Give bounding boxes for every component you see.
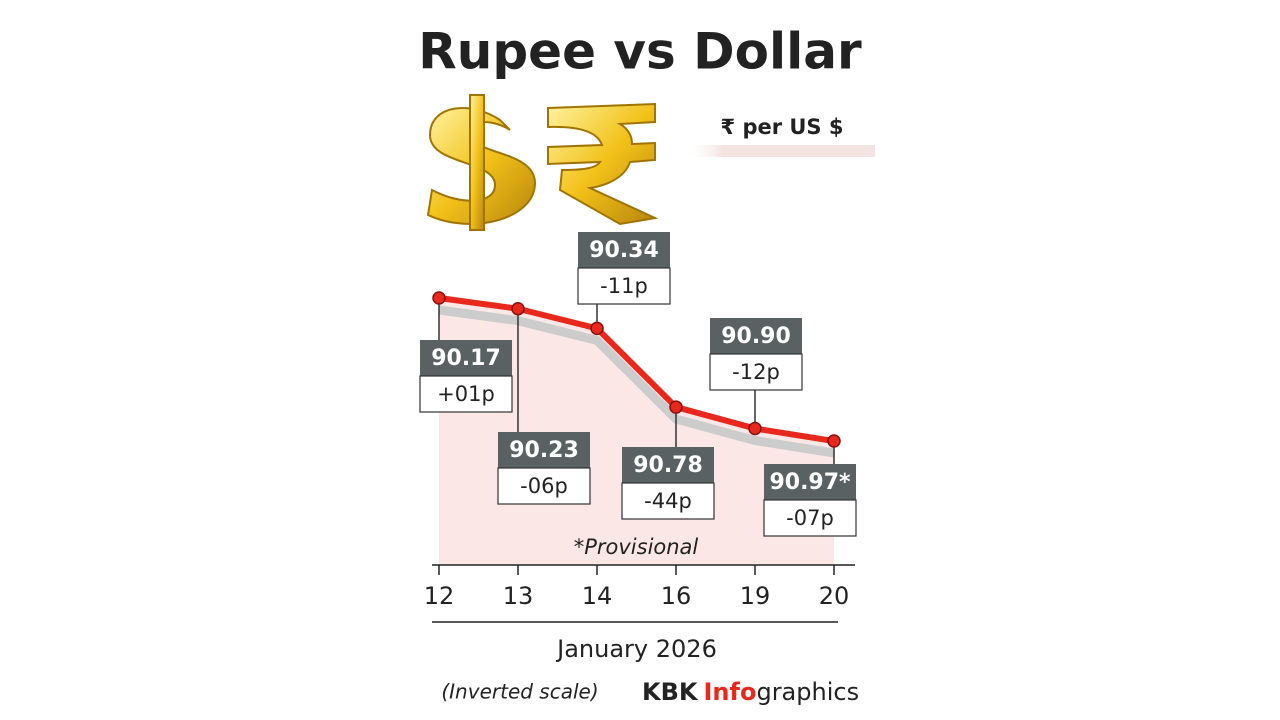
change-label: -07p [786, 506, 834, 530]
credit: KBK Infographics [642, 678, 859, 706]
unit-band [685, 145, 875, 157]
credit-part: Info [704, 678, 757, 706]
point [827, 434, 841, 448]
point [669, 400, 683, 414]
change-label: -44p [644, 489, 692, 513]
label-body [709, 353, 803, 391]
label-head [622, 447, 714, 483]
x-tick-label: 19 [740, 582, 771, 610]
scale-note: (Inverted scale) [441, 680, 598, 704]
x-tick-label: 20 [819, 582, 850, 610]
label-body [419, 375, 513, 413]
label-head [764, 464, 856, 500]
line-shadow [438, 305, 835, 458]
value-label: 90.78 [633, 453, 703, 478]
change-label: -11p [600, 274, 648, 298]
x-tick-label: 16 [661, 582, 692, 610]
label-head [498, 432, 590, 468]
value-label: 90.34 [589, 238, 659, 263]
value-label: 90.17 [431, 346, 501, 371]
line [438, 295, 835, 444]
x-tick-label: 14 [582, 582, 613, 610]
change-label: -06p [520, 474, 568, 498]
point [590, 321, 604, 336]
value-label: 90.97* [769, 470, 851, 495]
change-label: +01p [437, 382, 495, 406]
label-head [710, 318, 802, 354]
plot: 90.17 +01p 90.23 -06p 90.34 -11p 90.78 -44p 90.9… [419, 232, 857, 610]
credit-part: KBK [642, 678, 699, 706]
x-tick-label: 13 [503, 582, 534, 610]
unit-label: ₹ per US $ [721, 115, 844, 139]
currency-icons [426, 94, 659, 231]
label-body [497, 467, 591, 505]
value-label: 90.90 [721, 324, 791, 349]
label-body [621, 482, 715, 520]
chart-title: Rupee vs Dollar [418, 23, 862, 81]
value-label: 90.23 [509, 438, 579, 463]
note: *Provisional [574, 535, 699, 559]
label-head [420, 340, 512, 376]
point [432, 291, 446, 305]
x-axis-label: January 2026 [555, 635, 717, 663]
x-tick-label: 12 [424, 582, 455, 610]
label-body [577, 267, 671, 305]
point [748, 421, 762, 436]
change-label: -12p [732, 360, 780, 384]
credit-part: graphics [756, 678, 859, 706]
label-body [763, 499, 857, 537]
label-head [578, 232, 670, 268]
point [511, 301, 525, 316]
